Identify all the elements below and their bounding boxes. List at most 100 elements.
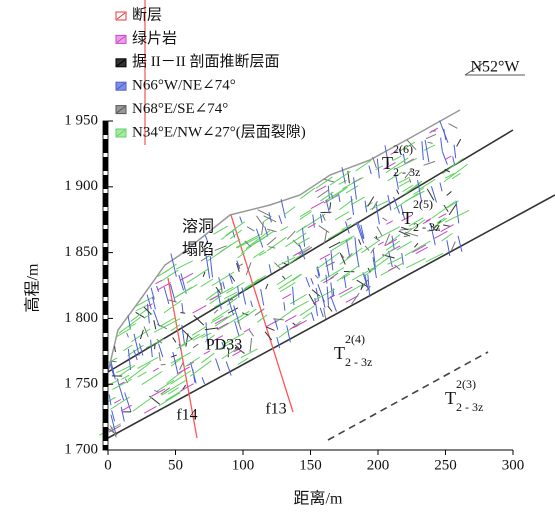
- fracture-trace: [229, 273, 232, 283]
- fracture-trace: [201, 353, 214, 363]
- fracture-trace: [226, 222, 245, 236]
- legend-label: N34°E/NW∠27°(层面裂隙): [132, 123, 306, 140]
- fracture-trace: [331, 238, 352, 251]
- y-axis-label: 高程/m: [24, 263, 42, 312]
- fracture-trace: [205, 236, 207, 242]
- fracture-trace: [351, 196, 354, 215]
- fracture-trace: [386, 221, 392, 224]
- collapse-label: 塌陷: [182, 241, 214, 259]
- fracture-trace: [127, 333, 129, 337]
- fracture-trace: [428, 142, 433, 143]
- fracture-trace: [251, 301, 253, 307]
- fracture-trace: [320, 254, 330, 260]
- x-tick-label: 200: [367, 457, 390, 473]
- fracture-trace: [441, 138, 443, 151]
- fracture-trace: [442, 151, 447, 165]
- fracture-trace: [285, 233, 306, 247]
- fracture-trace: [323, 277, 333, 283]
- fracture-trace: [266, 284, 268, 289]
- stratum-superscript: 2(5): [413, 197, 433, 211]
- fracture-trace: [238, 358, 248, 365]
- fracture-trace: [311, 278, 313, 284]
- fracture-trace: [117, 378, 124, 400]
- fracture-trace: [293, 274, 302, 281]
- fracture-trace: [173, 337, 176, 342]
- fracture-trace: [311, 312, 314, 321]
- fracture-trace: [441, 233, 452, 241]
- fracture-trace: [439, 214, 447, 218]
- fracture-trace: [426, 134, 436, 138]
- fracture-trace: [284, 207, 295, 215]
- fracture-trace: [320, 308, 323, 317]
- fracture-trace: [315, 275, 318, 278]
- fracture-trace: [339, 199, 353, 209]
- fracture-trace: [121, 407, 124, 422]
- fracture-trace: [373, 157, 377, 168]
- fracture-trace: [137, 357, 158, 368]
- x-tick-label: 0: [104, 457, 112, 473]
- stratum-subscript: 2 - 3z: [393, 165, 420, 179]
- fracture-trace: [328, 230, 344, 240]
- fracture-trace: [346, 186, 358, 193]
- fracture-trace: [220, 239, 240, 252]
- fracture-trace: [456, 201, 459, 224]
- fracture-trace: [250, 338, 251, 352]
- fracture-trace: [319, 226, 329, 233]
- fracture-trace: [338, 193, 339, 202]
- x-tick-label: 50: [168, 457, 183, 473]
- fracture-trace: [249, 330, 254, 336]
- fracture-trace: [444, 129, 446, 140]
- fracture-trace: [414, 243, 418, 247]
- fracture-trace: [190, 361, 211, 377]
- fracture-trace: [328, 186, 329, 199]
- fracture-trace: [125, 392, 131, 412]
- fracture-trace: [201, 279, 213, 287]
- fracture-trace: [422, 141, 423, 160]
- fracture-trace: [223, 282, 225, 289]
- stratum-symbol: T: [334, 343, 345, 363]
- fracture-trace: [397, 241, 412, 250]
- x-tick-label: 100: [232, 457, 255, 473]
- fracture-trace: [335, 212, 349, 220]
- stratum-subscript: 2 - 3z: [413, 220, 440, 234]
- fracture-trace: [324, 308, 326, 319]
- fracture-trace: [359, 239, 361, 244]
- fracture-trace: [193, 305, 207, 313]
- fracture-trace: [326, 275, 327, 284]
- fracture-trace: [282, 294, 291, 299]
- fracture-trace: [238, 321, 241, 330]
- fracture-trace: [302, 228, 304, 247]
- fracture-trace: [164, 287, 169, 304]
- fracture-trace: [214, 310, 218, 314]
- x-tick-label: 300: [502, 457, 525, 473]
- fracture-trace: [238, 286, 239, 298]
- stratum-symbol: T: [445, 388, 456, 408]
- fracture-trace: [331, 250, 333, 270]
- fracture-trace: [284, 302, 285, 311]
- fracture-trace: [210, 256, 212, 277]
- legend-label: 绿片岩: [132, 30, 177, 47]
- fracture-trace: [378, 242, 384, 245]
- fracture-trace: [306, 277, 310, 287]
- fracture-trace: [202, 377, 205, 384]
- stratum-superscript: 2(4): [345, 332, 365, 346]
- fracture-trace: [368, 275, 370, 298]
- legend-label: 据 II－II 剖面推断层面: [132, 53, 279, 70]
- fracture-trace: [176, 261, 193, 269]
- fracture-trace: [157, 286, 159, 292]
- fracture-trace: [347, 218, 352, 221]
- fracture-trace: [447, 191, 452, 195]
- fracture-trace: [368, 197, 374, 207]
- y-tick-label: 1 950: [64, 112, 98, 128]
- fracture-trace: [458, 236, 462, 252]
- stratum-superscript: 2(6): [393, 142, 413, 156]
- fracture-trace: [388, 258, 402, 265]
- fracture-trace: [237, 309, 257, 322]
- fracture-trace: [280, 227, 288, 231]
- fracture-trace: [404, 236, 408, 237]
- fracture-trace: [138, 372, 147, 377]
- fracture-trace: [328, 306, 332, 312]
- fracture-trace: [240, 217, 242, 223]
- fracture-trace: [443, 225, 450, 227]
- fracture-trace: [425, 140, 429, 162]
